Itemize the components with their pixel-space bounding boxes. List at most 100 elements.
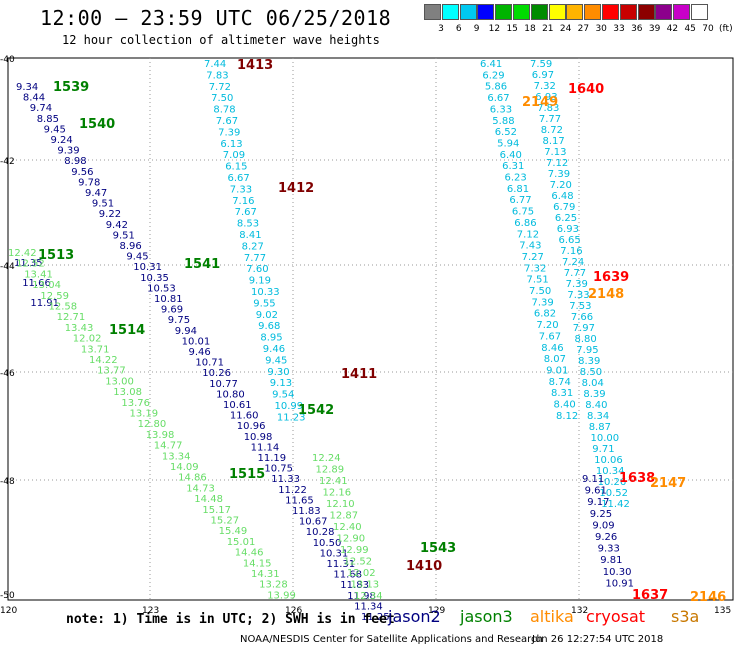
swh-value: 7.50 <box>529 286 551 297</box>
swh-value: 10.67 <box>299 517 328 528</box>
swh-value: 7.72 <box>209 82 231 93</box>
time-tag: 1539 <box>53 80 89 95</box>
scale-label: 70 <box>702 24 714 34</box>
swh-value: 7.67 <box>216 116 238 127</box>
swh-value: 9.17 <box>587 497 609 508</box>
swh-value: 9.71 <box>592 444 614 455</box>
scale-label: 12 <box>488 24 501 34</box>
swh-value: 9.42 <box>106 220 128 231</box>
swh-value: 8.39 <box>578 356 600 367</box>
swh-value: 7.32 <box>534 81 556 92</box>
swh-value: 11.25 <box>361 612 390 623</box>
swh-value: 7.33 <box>230 184 252 195</box>
swh-value: 14.15 <box>243 558 272 569</box>
swh-value: 11.14 <box>251 442 280 453</box>
swh-value: 7.60 <box>246 264 268 275</box>
swh-value: 14.86 <box>178 473 207 484</box>
swh-value: 8.34 <box>587 411 609 422</box>
generation-timestamp: Jun 26 12:27:54 UTC 2018 <box>532 634 664 645</box>
swh-value: 13.34 <box>162 451 191 462</box>
swh-value: 9.81 <box>600 555 622 566</box>
swh-value: 8.07 <box>544 354 566 365</box>
swh-value: 8.40 <box>585 400 607 411</box>
swh-value: 7.12 <box>546 158 568 169</box>
swh-value: 11.31 <box>327 559 356 570</box>
time-tag: 1637 <box>632 588 668 603</box>
scale-swatch <box>691 4 708 20</box>
swh-value: 13.98 <box>146 430 175 441</box>
time-tag: 1640 <box>568 82 604 97</box>
swh-value: 13.00 <box>105 376 134 387</box>
swh-value: 7.77 <box>244 253 266 264</box>
swh-value: 10.98 <box>244 432 273 443</box>
time-tag: 2148 <box>588 287 624 302</box>
swh-value: 9.22 <box>99 209 121 220</box>
swh-value: 7.44 <box>204 59 226 70</box>
lon-tick-label: 135 <box>714 606 731 616</box>
swh-value: 15.27 <box>211 516 240 527</box>
swh-value: 6.82 <box>534 309 556 320</box>
scale-label: 3 <box>438 24 444 34</box>
swh-value: 9.02 <box>256 310 278 321</box>
lon-tick-label: 123 <box>142 606 159 616</box>
swh-value: 6.33 <box>490 104 512 115</box>
swh-value: 7.13 <box>544 147 566 158</box>
swh-value: 8.50 <box>580 367 602 378</box>
swh-value: 6.23 <box>505 173 527 184</box>
swh-value: 6.67 <box>487 93 509 104</box>
swh-value: 9.45 <box>126 252 148 263</box>
swh-value: 10.31 <box>320 548 349 559</box>
swh-value: 7.67 <box>539 331 561 342</box>
swh-value: 5.86 <box>485 82 507 93</box>
swh-value: 11.34 <box>354 601 383 612</box>
swh-value: 7.59 <box>530 59 552 70</box>
swh-value: 11.35 <box>14 258 43 269</box>
swh-value: 11.19 <box>258 453 287 464</box>
swh-value: 12.52 <box>16 259 45 270</box>
swh-value: 6.13 <box>220 139 242 150</box>
swh-value: 9.75 <box>168 315 190 326</box>
swh-value: 6.48 <box>551 191 573 202</box>
swh-value: 6.75 <box>512 207 534 218</box>
swh-value: 10.53 <box>147 283 176 294</box>
swh-value: 9.74 <box>30 103 52 114</box>
swh-value: 7.53 <box>569 301 591 312</box>
swh-value: 10.61 <box>223 400 252 411</box>
swh-value: 10.35 <box>140 273 169 284</box>
scale-swatch <box>637 4 655 20</box>
swh-value: 9.26 <box>595 532 617 543</box>
swh-value: 14.31 <box>251 569 280 580</box>
swh-value: 8.74 <box>549 377 571 388</box>
scale-swatch <box>655 4 673 20</box>
swh-value: 10.77 <box>209 379 238 390</box>
time-tag: 1513 <box>38 248 74 263</box>
swh-value: 14.09 <box>170 462 199 473</box>
credit-line: NOAA/NESDIS Center for Satellite Applica… <box>240 634 543 645</box>
swh-value: 7.83 <box>537 103 559 114</box>
lat-tick-label: -48 <box>0 477 15 487</box>
scale-label: 45 <box>684 24 696 34</box>
swh-value: 10.52 <box>599 488 628 499</box>
swh-value: 10.81 <box>154 294 183 305</box>
legend-altika: altika <box>530 607 574 626</box>
time-tag: 1638 <box>619 471 655 486</box>
swh-value: 15.01 <box>227 537 256 548</box>
swh-value: 12.41 <box>319 476 348 487</box>
scale-label: 9 <box>473 24 480 34</box>
swh-value: 7.39 <box>218 127 240 138</box>
swh-value: 8.12 <box>556 411 578 422</box>
swh-value: 10.30 <box>603 567 632 578</box>
lon-tick-label: 126 <box>285 606 302 616</box>
swh-value: 8.39 <box>583 389 605 400</box>
swh-value: 9.56 <box>71 167 93 178</box>
swh-value: 9.30 <box>267 367 289 378</box>
scale-swatch <box>566 4 584 20</box>
swh-value: 10.96 <box>237 421 266 432</box>
swh-value: 6.81 <box>507 184 529 195</box>
swh-value: 7.16 <box>560 246 582 257</box>
swh-value: 8.31 <box>551 388 573 399</box>
swh-value: 14.77 <box>154 441 183 452</box>
swh-value: 13.71 <box>81 344 110 355</box>
time-tag: 1541 <box>184 257 220 272</box>
swh-value: 9.13 <box>270 378 292 389</box>
